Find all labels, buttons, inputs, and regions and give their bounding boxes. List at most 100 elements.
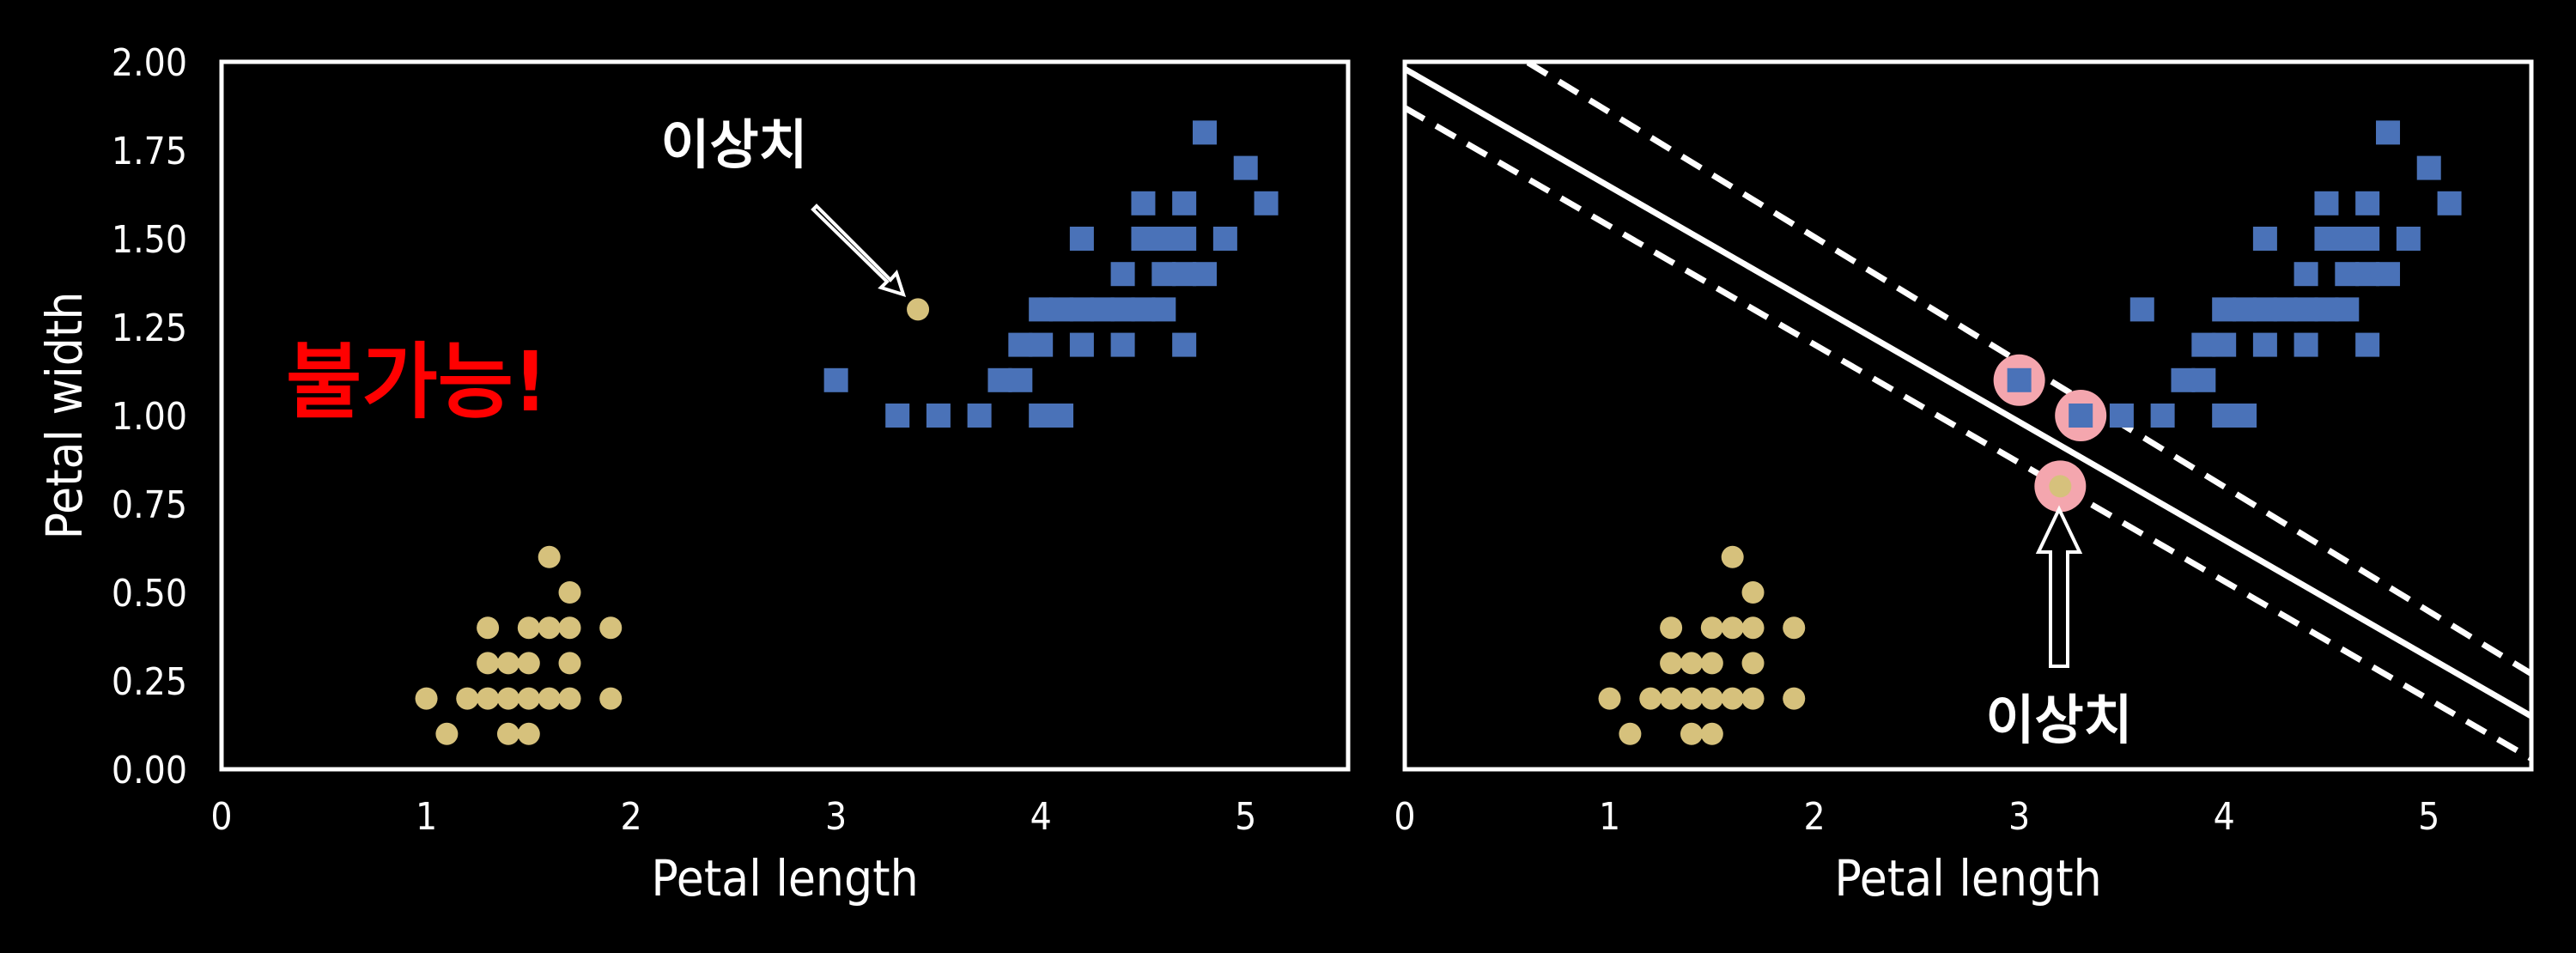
x-tick-label: 5 [1235,795,1256,839]
margin-line [1405,105,2531,762]
class-a-point [1741,616,1765,640]
left-plot-frame [219,59,1351,772]
class-b-point [2335,262,2360,287]
class-b-point [2069,404,2093,428]
class-a-point [1721,687,1744,710]
x-tick-label: 5 [2418,795,2439,839]
class-b-point [2150,404,2175,428]
class-a-point [456,687,479,710]
class-a-point [517,616,540,640]
right-outlier-arrow [2035,505,2083,668]
x-tick-label: 3 [825,795,847,839]
class-b-point [2355,262,2380,287]
class-b-point [1172,227,1197,251]
class-b-point [2293,262,2318,287]
decision-boundary [1405,66,2531,719]
class-b-point [1090,297,1115,322]
margin-line [1521,62,2531,677]
class-b-point [2314,191,2339,215]
left-outlier-label: 이상치 [660,113,807,176]
class-b-point [2171,367,2196,392]
class-b-point [2007,367,2032,392]
class-b-point [1049,404,1074,428]
class-a-point [415,687,438,710]
class-a-point [2049,475,2072,498]
class-a-point [1660,687,1683,710]
y-tick-label: 0.00 [112,749,187,792]
class-b-point [2252,297,2277,322]
class-b-point [1193,120,1218,145]
class-b-point [2396,227,2421,251]
class-a-point [1598,687,1621,710]
right-plot-frame [1402,59,2534,772]
class-b-point [2129,297,2154,322]
class-a-point [538,545,561,568]
right-x-axis-label: Petal length [1834,849,2101,907]
right-x-tick-labels: 0 1 2 3 4 5 [1394,795,2439,839]
class-a-point [435,722,459,745]
class-a-point [907,298,930,321]
x-tick-label: 4 [1030,795,1052,839]
class-b-point [1049,297,1074,322]
class-b-point [2314,297,2339,322]
class-a-point [477,616,500,640]
class-b-point [2293,297,2318,322]
class-b-point [2212,404,2237,428]
class-a-point [558,616,581,640]
x-tick-label: 1 [416,795,437,839]
y-tick-label: 0.25 [112,660,187,704]
class-a-point [599,687,623,710]
class-b-point [1110,297,1135,322]
class-a-point [1680,687,1703,710]
right-data-marks [1598,120,2462,745]
class-b-point [2212,332,2237,357]
class-b-point [2355,227,2380,251]
class-b-point [926,404,951,428]
class-a-point [558,687,581,710]
x-tick-label: 1 [1599,795,1620,839]
class-b-point [1151,297,1176,322]
class-b-point [1151,262,1176,287]
left-x-axis-label: Petal length [651,849,918,907]
class-a-point [517,687,540,710]
class-a-point [1680,652,1703,675]
left-panel: 0 1 2 3 4 5 0.00 0.25 0.50 0.75 1.00 1.25 1.50 1.75 2… [35,41,1351,907]
class-b-point [2212,297,2237,322]
class-a-point [496,722,519,745]
class-b-point [1029,332,1054,357]
class-b-point [1193,262,1218,287]
class-a-point [1639,687,1662,710]
class-b-point [2314,227,2339,251]
class-b-point [2273,297,2298,322]
x-tick-label: 3 [2008,795,2030,839]
class-b-point [2335,297,2360,322]
class-a-point [477,687,500,710]
class-a-point [496,652,519,675]
class-a-point [1700,722,1723,745]
class-b-point [885,404,910,428]
y-tick-label: 1.00 [112,395,187,439]
class-a-point [538,687,561,710]
class-b-point [987,367,1012,392]
class-b-point [1008,367,1033,392]
class-a-point [1700,687,1723,710]
class-a-point [496,687,519,710]
class-a-point [477,652,500,675]
class-a-point [517,722,540,745]
class-b-point [1029,404,1054,428]
class-b-point [2335,227,2360,251]
class-a-point [599,616,623,640]
x-tick-label: 2 [620,795,641,839]
left-y-tick-labels: 0.00 0.25 0.50 0.75 1.00 1.25 1.50 1.75 2.00 [112,41,187,792]
class-b-point [2355,332,2380,357]
class-b-point [1069,297,1094,322]
class-b-point [2376,120,2401,145]
class-a-point [1680,722,1703,745]
class-b-point [2233,404,2257,428]
x-tick-label: 0 [210,795,232,839]
class-a-point [558,652,581,675]
class-a-point [558,581,581,604]
class-b-point [1110,332,1135,357]
class-a-point [1700,616,1723,640]
